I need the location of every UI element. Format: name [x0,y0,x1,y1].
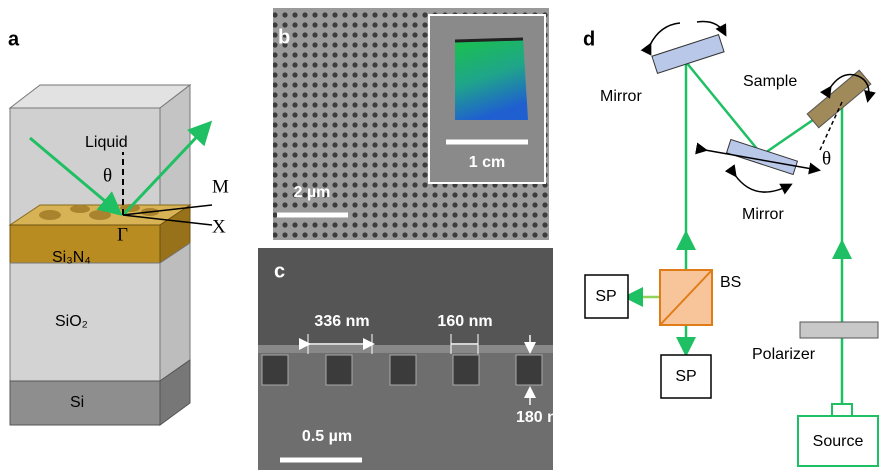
angle-label: θ [103,165,112,186]
component-label: Polarizer [752,346,816,363]
component-label: Sample [743,73,797,90]
panel-a: a Liquid θ M X Γ Si₃N₄ SiO₂ Si [8,28,229,425]
layer-label: SiO₂ [55,313,88,330]
component-label: Mirror [742,206,784,223]
scale-label: 2 µm [294,184,331,201]
symmetry-point: M [212,176,229,197]
component-label: BS [720,274,741,291]
medium-label: Liquid [85,134,128,151]
symmetry-point: Γ [117,224,128,245]
panel-label: c [274,260,285,282]
detector-label: SP [595,288,616,305]
layer-label: Si [70,394,84,411]
dimension-label: 180 nm [516,409,571,426]
panel-label: d [583,28,595,50]
panel-d: d Mirror Sample θ Mirror BS SP SP Polari… [583,22,878,467]
component-label: Mirror [600,88,642,105]
panel-c: c 336 nm 160 nm 180 nm 0.5 µm [258,248,571,470]
panel-label: a [8,28,20,50]
scale-label: 0.5 µm [302,428,352,445]
scale-label: 1 cm [469,154,505,171]
panel-label: b [278,26,290,48]
detector-label: SP [675,368,696,385]
component-label: Source [813,433,864,450]
layer-label: Si₃N₄ [52,249,91,266]
symmetry-point: X [212,216,226,237]
dimension-label: 160 nm [437,313,492,330]
panel-b: b 1 cm 2 µm [273,8,549,240]
dimension-label: 336 nm [314,313,369,330]
figure: a Liquid θ M X Γ Si₃N₄ SiO₂ Si b 1 cm 2 … [0,0,883,473]
angle-label: θ [822,148,831,169]
